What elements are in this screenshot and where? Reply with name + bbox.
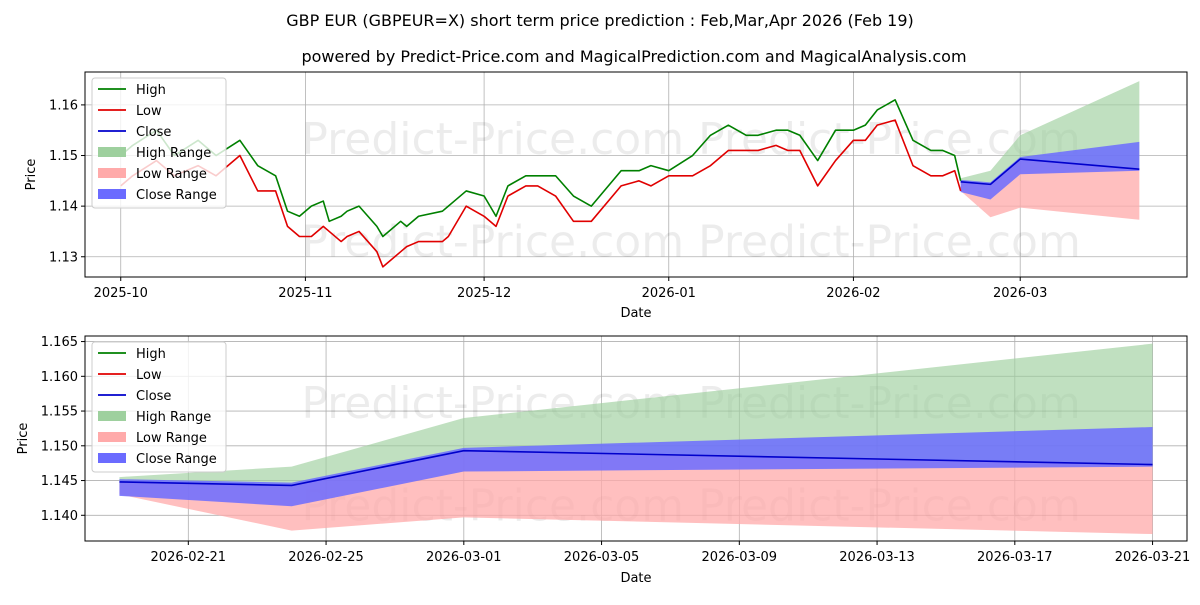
x-tick-label: 2026-03-05 <box>564 550 640 565</box>
legend-label: High Range <box>136 146 211 161</box>
y-tick-label: 1.140 <box>41 509 78 524</box>
y-tick-label: 1.14 <box>49 200 78 215</box>
legend-patch-low-range <box>98 168 126 178</box>
x-axis-label: Date <box>620 571 651 586</box>
y-tick-label: 1.150 <box>41 439 78 454</box>
x-tick-label: 2025-12 <box>457 286 511 301</box>
chart-title: GBP EUR (GBPEUR=X) short term price pred… <box>286 11 914 30</box>
legend-label: High <box>136 83 166 98</box>
x-tick-label: 2026-02-21 <box>151 550 227 565</box>
y-tick-label: 1.160 <box>41 370 78 385</box>
legend-patch-high-range <box>98 147 126 157</box>
watermark-text: Predict-Price.com <box>698 217 1081 268</box>
x-tick-label: 2026-03-09 <box>702 550 778 565</box>
legend-label: Low <box>136 368 162 383</box>
y-axis-label: Price <box>16 423 31 455</box>
close-series-line <box>960 158 1140 186</box>
legend: High Low Close High Range Low Range Close Ran… <box>91 341 227 473</box>
plot-frame <box>84 71 1188 278</box>
legend-patch-low-range <box>98 432 126 442</box>
x-tick-label: 2026-02 <box>826 286 880 301</box>
legend-label: High <box>136 347 166 362</box>
legend-label: Close Range <box>136 452 217 467</box>
y-tick-label: 1.16 <box>49 98 78 113</box>
x-axis-label: Date <box>620 306 651 321</box>
x-tick-label: 2026-03 <box>993 286 1047 301</box>
panel-bottom: Predict-Price.comPredict-Price.comPredic… <box>16 335 1190 586</box>
legend-patch-close-range <box>98 453 126 463</box>
x-tick-label: 2026-03-01 <box>426 550 502 565</box>
low-series-line <box>120 119 962 268</box>
x-tick-label: 2026-03-21 <box>1115 550 1191 565</box>
x-tick-label: 2026-03-13 <box>839 550 915 565</box>
legend-label: High Range <box>136 410 211 425</box>
legend-label: Close <box>136 125 171 140</box>
x-tick-label: 2026-02-25 <box>288 550 364 565</box>
watermark-text: Predict-Price.com <box>301 114 684 165</box>
x-tick-label: 2025-11 <box>278 286 332 301</box>
legend-label: Close <box>136 389 171 404</box>
y-tick-label: 1.15 <box>49 149 78 164</box>
x-tick-label: 2026-03-17 <box>977 550 1053 565</box>
close-range-band <box>960 141 1140 200</box>
legend-label: Low Range <box>136 167 207 182</box>
watermark-text: Predict-Price.com <box>301 217 684 268</box>
plot-frame <box>84 335 1188 542</box>
chart-subtitle: powered by Predict-Price.com and Magical… <box>301 47 966 66</box>
y-axis-label: Price <box>24 159 39 191</box>
x-tick-label: 2026-01 <box>642 286 696 301</box>
y-tick-label: 1.155 <box>41 405 78 420</box>
legend-patch-high-range <box>98 411 126 421</box>
x-tick-label: 2025-10 <box>94 286 148 301</box>
legend: High Low Close High Range Low Range Close Ran… <box>91 77 227 209</box>
legend-label: Low Range <box>136 431 207 446</box>
plot-area <box>119 343 1153 535</box>
close-series-line <box>119 449 1153 487</box>
legend-label: Low <box>136 104 162 119</box>
legend-patch-close-range <box>98 189 126 199</box>
panel-top: Predict-Price.com Predict-Price.com Predic… <box>24 71 1188 321</box>
y-tick-label: 1.165 <box>41 335 78 350</box>
plot-area <box>120 81 1140 268</box>
legend-label: Close Range <box>136 188 217 203</box>
close-range-band <box>119 427 1153 507</box>
high-series-line <box>120 99 962 238</box>
y-tick-label: 1.145 <box>41 474 78 489</box>
y-tick-label: 1.13 <box>49 250 78 265</box>
